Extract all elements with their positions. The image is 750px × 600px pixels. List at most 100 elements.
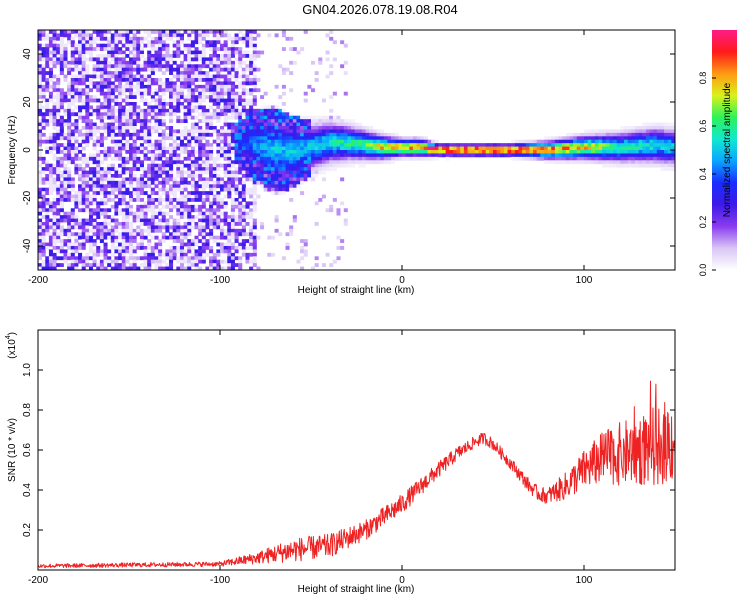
spectrogram-cell: [161, 146, 166, 151]
spectrogram-cell: [107, 54, 112, 58]
spectrogram-cell: [249, 126, 254, 130]
snr-scale-exp: 4: [5, 335, 12, 339]
spectrogram-cell: [176, 208, 181, 213]
spectrogram-cell: [194, 160, 199, 165]
spectrogram-cell: [303, 167, 308, 171]
spectrogram-cell: [121, 54, 126, 58]
spectrogram-cell: [613, 160, 618, 165]
spectrogram-cell: [179, 50, 184, 55]
spectrogram-cell: [45, 246, 50, 250]
spectrogram-cell: [518, 146, 523, 151]
spectrogram-cell: [158, 246, 163, 250]
spectrogram-cell: [107, 30, 112, 34]
spectrogram-cell: [263, 126, 268, 130]
spectrogram-cell: [201, 177, 206, 182]
spectrogram-cell: [187, 84, 192, 89]
spectrogram-cell: [205, 108, 210, 113]
spectrogram-cell: [325, 160, 330, 165]
spectrogram-cell: [154, 143, 159, 147]
spectrogram-cell: [274, 139, 279, 144]
spectrogram-cell: [154, 180, 159, 185]
spectrogram-cell: [529, 156, 534, 161]
spectrogram-cell: [263, 167, 268, 171]
spectrogram-cell: [183, 108, 188, 113]
spectrogram-cell: [183, 129, 188, 134]
spectrogram-cell: [230, 84, 235, 89]
spectrogram-cell: [467, 146, 472, 151]
spectrogram-cell: [129, 211, 134, 216]
spectrogram-cell: [78, 156, 83, 161]
spectrogram-cell: [205, 242, 210, 247]
spectrogram-cell: [96, 184, 101, 189]
spectrogram-cell: [369, 160, 374, 165]
spectrogram-cell: [594, 132, 599, 137]
spectrogram-cell: [216, 222, 221, 226]
spectrogram-cell: [558, 156, 563, 161]
spectrogram-cell: [78, 191, 83, 195]
spectrogram-cell: [99, 259, 104, 264]
spectrogram-cell: [121, 119, 126, 123]
spectrogram-cell: [270, 112, 275, 117]
spectrogram-cell: [158, 108, 163, 113]
spectrogram-cell: [114, 47, 119, 51]
spectrogram-cell: [92, 242, 97, 247]
spectrogram-cell: [114, 204, 119, 209]
spectrogram-cell: [169, 95, 174, 99]
spectrogram-cell: [70, 198, 75, 202]
spectrogram-cell: [252, 112, 257, 117]
spectrogram-cell: [139, 78, 144, 82]
spectrogram-cell: [132, 36, 137, 41]
spectrogram-cell: [227, 132, 232, 137]
spectrogram-cell: [238, 191, 243, 195]
spectrogram-cell: [99, 119, 104, 123]
spectrogram-cell: [198, 150, 203, 154]
spectrogram-cell: [664, 129, 669, 134]
spectrogram-cell: [220, 98, 225, 103]
spectrogram-cell: [56, 95, 61, 99]
spectrogram-cell: [114, 67, 119, 72]
spectrogram-cell: [194, 47, 199, 51]
spectrogram-cell: [594, 136, 599, 141]
spectrogram-cell: [252, 259, 257, 264]
spectrogram-cell: [209, 174, 214, 178]
spectrogram-cell: [227, 36, 232, 41]
spectrogram-cell: [139, 136, 144, 141]
spectrogram-cell: [132, 47, 137, 51]
snr-y-tick-label: 0.4: [22, 483, 33, 497]
spectrogram-cell: [300, 119, 305, 123]
spectrogram-cell: [88, 249, 93, 254]
spectrogram-cell: [158, 211, 163, 216]
spectrogram-cell: [249, 187, 254, 192]
spectrogram-cell: [289, 143, 294, 147]
spectrogram-cell: [216, 167, 221, 171]
spectrogram-cell: [118, 242, 123, 247]
spectrogram-cell: [281, 184, 286, 189]
spectrogram-cell: [183, 136, 188, 141]
spectrogram-cell: [96, 112, 101, 117]
spectrogram-cell: [190, 95, 195, 99]
spectrogram-cell: [230, 43, 235, 48]
spectrogram-cell: [38, 201, 43, 206]
spectrogram-cell: [660, 150, 665, 154]
spectrogram-cell: [274, 150, 279, 154]
spectrogram-cell: [183, 180, 188, 185]
spectrogram-cell: [99, 263, 104, 267]
spectrogram-cell: [132, 246, 137, 250]
spectrogram-cell: [456, 146, 461, 151]
spectrogram-cell: [223, 215, 228, 219]
spectrogram-cell: [187, 153, 192, 158]
spectrogram-cell: [340, 163, 345, 168]
spectrogram-cell: [85, 160, 90, 165]
spectrogram-cell: [627, 143, 632, 147]
spectrogram-cell: [194, 259, 199, 264]
spectrogram-cell: [150, 252, 155, 257]
spectrogram-cell: [56, 132, 61, 137]
spectrogram-cell: [525, 150, 530, 154]
spectrogram-cell: [274, 33, 279, 38]
spectrogram-cell: [209, 191, 214, 195]
spectrogram-cell: [238, 194, 243, 199]
spectrogram-cell: [118, 78, 123, 82]
spectrogram-cell: [209, 122, 214, 127]
spectrogram-cell: [605, 129, 610, 134]
